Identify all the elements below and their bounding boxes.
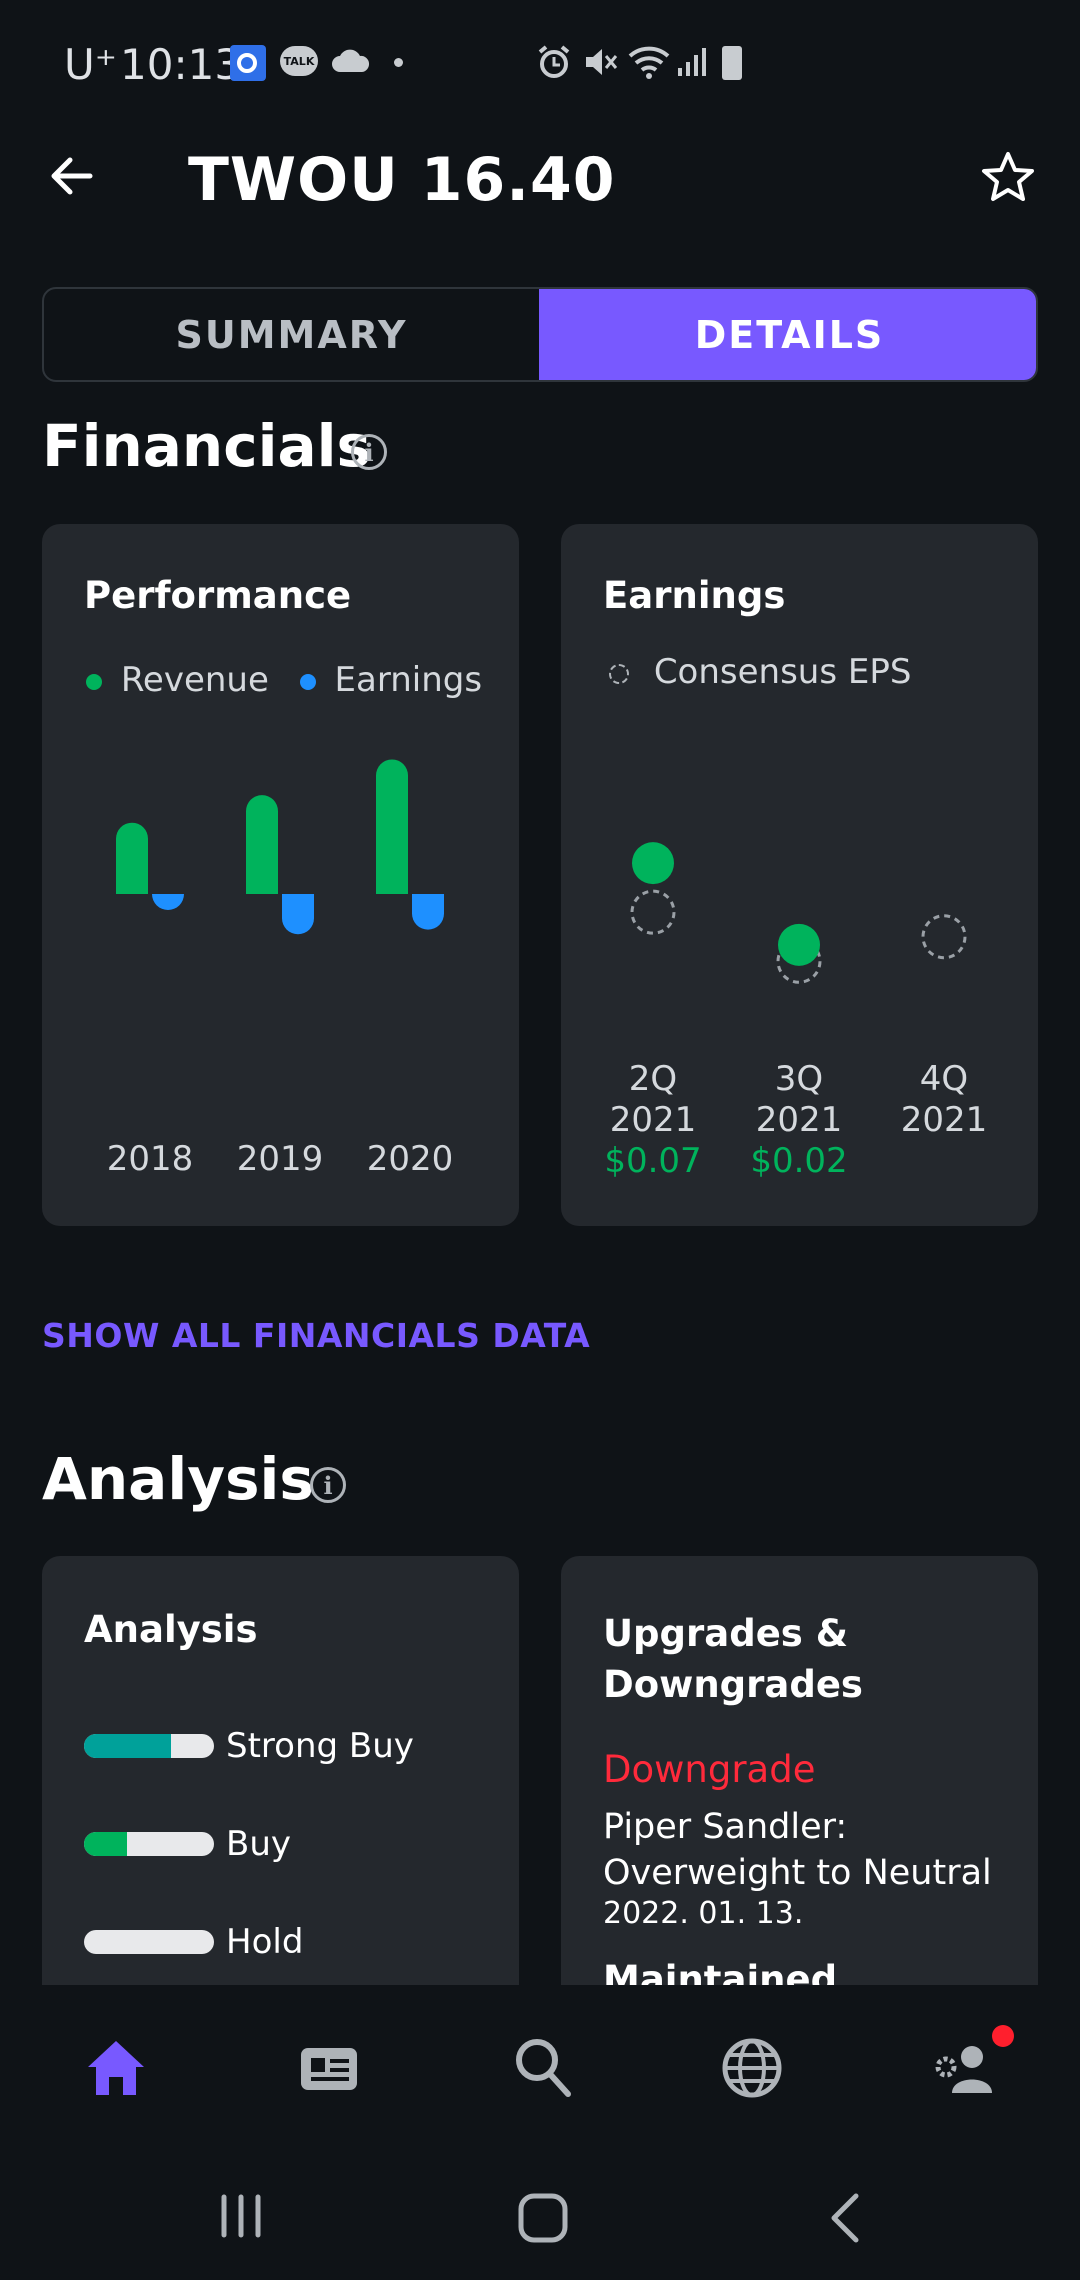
mute-icon [586,49,618,75]
perf-x-label-2019: 2019 [236,1139,324,1179]
talk-icon: TALK [280,46,318,76]
event-date: 2022. 01. 13. [603,1896,804,1931]
consensus-eps-point-2Q-2021 [630,889,676,935]
dot-icon [394,58,403,67]
performance-card[interactable]: Performance Revenue Earnings 2018 2019 2… [42,524,519,1226]
upgrades-downgrades-title: Upgrades & Downgrades [603,1608,863,1710]
consensus-eps-label: Consensus EPS [653,652,912,692]
tab-switcher: SUMMARY DETAILS [42,287,1038,382]
tab-details[interactable]: DETAILS [539,289,1036,380]
financials-heading: Financials [42,412,372,480]
rating-row-hold: Hold [84,1922,303,1962]
star-outline-icon[interactable] [980,150,1036,206]
revenue-legend-label: Revenue [120,660,269,700]
home-icon[interactable] [85,2037,147,2099]
revenue-legend-dot [86,673,102,690]
analysis-heading: Analysis [42,1445,314,1513]
actual-eps-point-2Q-2021 [632,842,674,885]
eps-quarter-label: 4Q [919,1059,969,1099]
tab-summary[interactable]: SUMMARY [175,312,408,357]
updown-title-line2: Downgrades [603,1663,863,1706]
search-icon[interactable] [512,2035,574,2101]
bottom-nav [0,1985,1080,2155]
consensus-eps-point-4Q-2021 [921,914,967,960]
rating-bar [84,1930,214,1954]
eps-year-label: 2021 [609,1100,697,1140]
updown-title-line1: Upgrades & [603,1612,848,1655]
rating-label: Hold [226,1922,304,1962]
consensus-eps-legend-dot [609,663,629,684]
event-type-downgrade: Downgrade [603,1748,816,1791]
globe-icon[interactable] [720,2036,784,2100]
earnings-chart [630,842,967,984]
eps-quarter-label: 3Q [774,1059,824,1099]
eps-year-label: 2021 [755,1100,843,1140]
signal-icon [678,48,706,76]
financials-info-icon[interactable]: i [351,434,387,470]
alarm-icon [538,45,570,78]
status-time: 10:13 [120,40,242,89]
performance-chart [116,759,444,935]
event-line2: Overweight to Neutral [603,1853,992,1893]
revenue-bar-2019 [246,795,278,894]
news-icon[interactable] [297,2040,359,2096]
revenue-bar-2018 [116,822,148,894]
analysis-card-title: Analysis [84,1608,258,1651]
earnings-title: Earnings [603,574,786,617]
earnings-legend-label: Earnings [334,660,483,700]
earnings-legend-dot [299,673,316,690]
upgrades-downgrades-card[interactable]: Upgrades & Downgrades Downgrade Piper Sa… [561,1556,1038,1985]
consensus-eps-point-3Q-2021 [776,938,822,984]
event-line1: Piper Sandler: [603,1807,848,1847]
event-type-maintained: Maintained [603,1958,838,1985]
actual-eps-point-3Q-2021 [778,923,820,966]
system-nav-bar [0,2155,1080,2280]
eps-quarter-2q: 2Q 2021 $0.07 [603,1059,703,1182]
rating-label: Buy [226,1824,291,1864]
app-a-icon [230,45,266,81]
rating-bar [84,1832,214,1856]
rating-row-buy: Buy [84,1824,291,1864]
perf-x-label-2020: 2020 [366,1139,454,1179]
rating-row-strong-buy: Strong Buy [84,1726,414,1766]
eps-year-label: 2021 [900,1100,988,1140]
talk-badge-label: TALK [283,54,315,68]
profile-settings-icon[interactable] [932,2037,1002,2099]
wifi-icon [628,46,670,79]
rating-bar-fill [84,1832,127,1856]
perf-x-label-2018: 2018 [106,1139,194,1179]
earnings-bar-2019 [282,894,314,935]
carrier-label: U⁺ [64,40,117,89]
eps-quarter-4q: 4Q 2021 [894,1059,994,1141]
analysis-info-icon[interactable]: i [310,1467,346,1503]
status-bar: U⁺ 10:13 TALK [0,0,1080,125]
eps-actual-value: $0.07 [604,1141,702,1181]
home-button-icon[interactable] [516,2191,570,2245]
battery-icon [722,46,742,80]
back-arrow-icon[interactable] [48,152,96,200]
recent-apps-icon[interactable] [216,2191,266,2241]
eps-actual-value: $0.02 [750,1141,848,1181]
revenue-bar-2020 [376,759,408,894]
event-description: Piper Sandler: Overweight to Neutral [603,1804,992,1896]
rating-bar [84,1734,214,1758]
earnings-bar-2018 [152,894,184,910]
earnings-bar-2020 [412,894,444,930]
show-all-financials-link[interactable]: SHOW ALL FINANCIALS DATA [42,1316,591,1355]
notification-badge [992,2025,1014,2047]
rating-label: Strong Buy [226,1726,414,1766]
cloud-icon [332,49,370,72]
back-button-icon[interactable] [822,2191,872,2245]
performance-title: Performance [84,574,352,617]
analysis-card[interactable]: Analysis Strong Buy Buy Hold [42,1556,519,1985]
earnings-legend: Consensus EPS [609,652,911,692]
page-title: TWOU 16.40 [188,145,616,215]
eps-quarter-3q: 3Q 2021 $0.02 [749,1059,849,1182]
performance-legend: Revenue Earnings [86,660,482,700]
rating-bar-fill [84,1734,172,1758]
eps-quarter-label: 2Q [628,1059,678,1099]
earnings-card[interactable]: Earnings Consensus EPS 2Q 2021 $0.07 3Q … [561,524,1038,1226]
